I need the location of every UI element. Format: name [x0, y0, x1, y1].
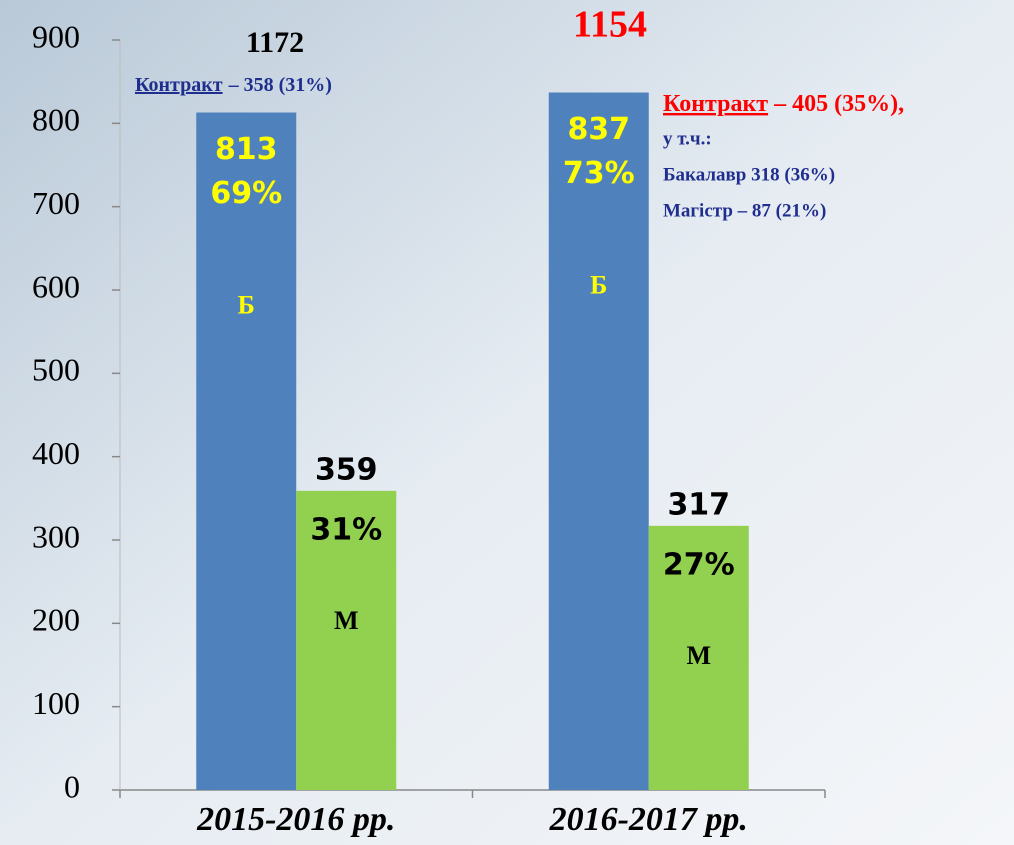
value-label: 837 [567, 112, 630, 147]
y-tick-label: 100 [32, 685, 80, 721]
y-tick-label: 500 [32, 352, 80, 388]
note: Контракт– 358 (31%) [135, 74, 332, 96]
note-text: – 405 (35%), [773, 91, 904, 117]
y-tick-label: 300 [32, 518, 80, 554]
percent-label: 73% [563, 156, 635, 191]
y-tick-label: 0 [64, 768, 80, 804]
note-link: Контракт [135, 74, 223, 96]
total-label: 1172 [246, 26, 304, 59]
note-line: Бакалавр 318 (36%) [663, 164, 835, 185]
series-name-label: Б [238, 290, 255, 319]
series-name-label: М [686, 641, 711, 670]
series-name-label: Б [590, 270, 607, 299]
x-tick-label: 2015-2016 рр. [196, 801, 395, 838]
x-tick-label: 2016-2017 рр. [549, 801, 748, 838]
total-label: 1154 [573, 4, 647, 46]
bar [549, 93, 649, 791]
y-tick-label: 200 [32, 602, 80, 638]
y-tick-label: 600 [32, 268, 80, 304]
percent-label: 31% [310, 512, 382, 547]
percent-label: 69% [210, 176, 282, 211]
y-tick-label: 400 [32, 435, 80, 471]
value-label: 317 [667, 487, 730, 522]
value-label: 813 [215, 132, 278, 167]
y-tick-label: 800 [32, 102, 80, 138]
note-text: – 358 (31%) [228, 74, 332, 96]
note: Контракт– 405 (35%), [663, 91, 904, 117]
y-tick-label: 900 [32, 18, 80, 54]
series-name-label: М [334, 606, 359, 635]
note-link: Контракт [663, 91, 768, 117]
chart: 0 100 200 300 400 500 600 700 800 900 2015-2016 рр… [0, 0, 1014, 845]
note-line: Магістр – 87 (21%) [663, 200, 826, 221]
value-label: 359 [315, 452, 378, 487]
bar [196, 113, 296, 791]
note-line: у т.ч.: [663, 128, 712, 149]
y-tick-label: 700 [32, 185, 80, 221]
background [0, 0, 1014, 845]
percent-label: 27% [663, 547, 735, 582]
